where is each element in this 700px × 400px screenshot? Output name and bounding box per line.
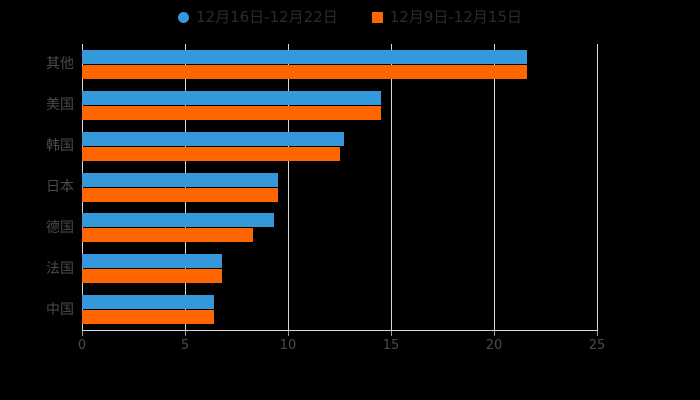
plot-area [82,44,598,330]
x-tick-mark-15 [391,331,392,336]
x-tick-label-25: 25 [588,338,606,353]
x-tick-label-5: 5 [180,338,190,353]
bar-group [82,49,597,79]
legend-label-series-b: 12月9日-12月15日 [389,7,522,26]
bar-group [82,213,597,243]
legend-circle-marker-icon [178,11,189,23]
bar-series-a[interactable] [82,213,274,228]
x-tick-mark-5 [185,331,186,336]
chart-legend: 12月16日-12月22日 12月9日-12月15日 [0,4,700,30]
bar-group [82,131,597,161]
bar-series-b[interactable] [82,310,214,325]
x-axis-line [82,330,598,331]
legend-item-series-a[interactable]: 12月16日-12月22日 [178,7,338,26]
x-tick-label-15: 15 [382,338,400,353]
x-tick-label-0: 0 [77,338,87,353]
y-axis-label-3: 日本 [46,179,74,195]
bar-series-a[interactable] [82,90,381,105]
gridline-x-10 [288,44,289,330]
x-tick-label-20: 20 [485,338,503,353]
gridline-x-5 [185,44,186,330]
x-tick-mark-10 [288,331,289,336]
bar-series-b[interactable] [82,146,340,161]
y-axis-labels: 其他美国韩国日本德国法国中国 [0,44,74,330]
bar-series-a[interactable] [82,254,223,269]
gridline-x-0 [82,44,83,330]
gridline-x-20 [494,44,495,330]
y-axis-label-6: 中国 [46,301,74,318]
y-axis-label-4: 德国 [46,219,74,236]
bar-group [82,90,597,120]
bar-series-b[interactable] [82,187,278,202]
gridline-x-25 [597,44,598,330]
y-axis-label-5: 法国 [46,260,74,277]
bar-group [82,254,597,284]
bar-series-b[interactable] [82,228,253,243]
bar-series-a[interactable] [82,172,278,187]
bar-series-a[interactable] [82,295,214,310]
bar-group [82,172,597,202]
bar-series-a[interactable] [82,131,344,146]
x-tick-label-10: 10 [279,338,297,353]
bar-series-b[interactable] [82,64,527,79]
bar-series-b[interactable] [82,269,223,284]
legend-label-series-a: 12月16日-12月22日 [196,7,338,26]
y-axis-label-1: 美国 [46,97,74,114]
bar-series-a[interactable] [82,49,527,64]
legend-item-series-b[interactable]: 12月9日-12月15日 [371,7,522,26]
y-axis-label-2: 韩国 [46,138,74,155]
x-tick-mark-25 [597,331,598,336]
bar-group [82,295,597,325]
x-tick-mark-0 [82,331,83,336]
legend-square-marker-icon [371,11,383,23]
gridline-x-15 [391,44,392,330]
y-axis-label-0: 其他 [46,56,74,73]
x-tick-mark-20 [494,331,495,336]
bar-series-b[interactable] [82,105,381,120]
